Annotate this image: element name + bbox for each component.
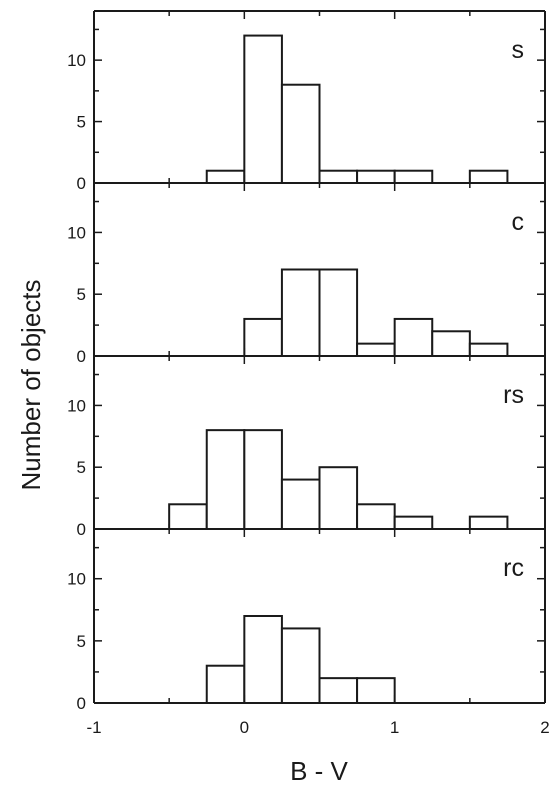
panel-s: 0 5 10 s bbox=[67, 10, 546, 193]
x-tick-label: -1 bbox=[86, 718, 101, 737]
histogram-bar bbox=[356, 342, 396, 357]
histogram-bar bbox=[468, 515, 509, 531]
histogram-bar bbox=[243, 317, 283, 357]
y-tick-label: 10 bbox=[67, 396, 86, 415]
y-tick-label: 0 bbox=[77, 694, 86, 713]
histogram-bar bbox=[205, 664, 246, 705]
panel-rc: 0 5 10 rc bbox=[67, 529, 546, 713]
y-tick-label: 0 bbox=[77, 520, 86, 539]
histogram-bar bbox=[280, 478, 321, 531]
x-tick-label: 1 bbox=[390, 718, 399, 737]
histogram-bar bbox=[205, 429, 246, 530]
x-tick-label: 0 bbox=[240, 718, 249, 737]
x-tick-label: 2 bbox=[540, 718, 549, 737]
histogram-bar bbox=[431, 330, 471, 357]
histogram-bar bbox=[168, 503, 208, 530]
histogram-bar bbox=[205, 169, 246, 184]
y-axis-title: Number of objects bbox=[16, 280, 46, 491]
histogram-bar bbox=[393, 169, 434, 184]
histogram-bar bbox=[243, 34, 283, 185]
y-tick-label: 10 bbox=[67, 570, 86, 589]
y-tick-label: 5 bbox=[77, 632, 86, 651]
histogram-bar bbox=[356, 677, 396, 705]
panel-c: 0 5 10 c bbox=[67, 183, 546, 366]
panel-rs: 0 5 10 rs bbox=[67, 356, 546, 539]
y-tick-label: 5 bbox=[77, 113, 86, 132]
histogram-bar bbox=[280, 268, 321, 357]
histogram-bar bbox=[393, 317, 434, 357]
y-tick-label: 0 bbox=[77, 174, 86, 193]
panel-label: c bbox=[512, 208, 525, 236]
panel-label: s bbox=[512, 36, 525, 64]
histogram-bar bbox=[318, 466, 359, 531]
histogram-bar bbox=[393, 515, 434, 531]
histogram-bar bbox=[243, 615, 283, 704]
panel-label: rc bbox=[503, 554, 524, 582]
histogram-bar bbox=[318, 268, 359, 357]
histogram-bar bbox=[318, 677, 359, 705]
histogram-bar bbox=[468, 169, 509, 184]
y-tick-label: 10 bbox=[67, 223, 86, 242]
y-tick-label: 5 bbox=[77, 458, 86, 477]
histogram-bar bbox=[280, 627, 321, 705]
y-tick-label: 10 bbox=[67, 51, 86, 70]
histogram-bar bbox=[318, 169, 359, 184]
panel-label: rs bbox=[503, 381, 524, 409]
histogram-bar bbox=[468, 342, 509, 357]
x-axis-title: B - V bbox=[290, 756, 348, 786]
histogram-bar bbox=[356, 169, 396, 184]
y-tick-label: 5 bbox=[77, 285, 86, 304]
histogram-bar bbox=[243, 429, 283, 530]
histogram-bar bbox=[356, 503, 396, 530]
y-tick-label: 0 bbox=[77, 347, 86, 366]
histogram-bar bbox=[280, 83, 321, 184]
